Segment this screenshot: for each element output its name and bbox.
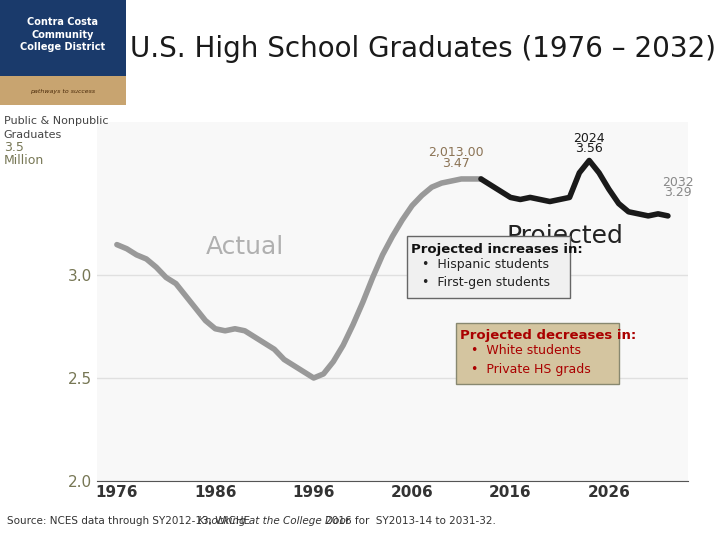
Text: Public & Nonpublic: Public & Nonpublic [4, 116, 108, 126]
Text: Projected decreases in:: Projected decreases in: [460, 329, 636, 342]
Text: Knocking at the College Door: Knocking at the College Door [197, 516, 350, 526]
Text: Projected: Projected [506, 225, 623, 248]
Text: •  Private HS grads: • Private HS grads [471, 363, 591, 376]
Text: U.S. High School Graduates (1976 – 2032): U.S. High School Graduates (1976 – 2032) [130, 35, 716, 63]
Bar [0, 0, 126, 76]
Text: 2,013.00: 2,013.00 [428, 146, 484, 159]
Bar [0, 76, 126, 105]
FancyBboxPatch shape [456, 322, 618, 384]
Text: 3.56: 3.56 [575, 143, 603, 156]
Text: 2032: 2032 [662, 176, 693, 189]
FancyBboxPatch shape [407, 237, 570, 298]
Text: •  First-gen students: • First-gen students [422, 276, 550, 289]
Text: 3.47: 3.47 [443, 157, 470, 170]
Text: Graduates: Graduates [4, 130, 62, 140]
Text: 2016 for  SY2013-14 to 2031-32.: 2016 for SY2013-14 to 2031-32. [322, 516, 495, 526]
Text: 3.29: 3.29 [664, 186, 692, 199]
Text: Million: Million [4, 154, 44, 167]
Text: •  Hispanic students: • Hispanic students [422, 258, 549, 271]
Text: Source: NCES data through SY2012-13, WICHE: Source: NCES data through SY2012-13, WIC… [7, 516, 253, 526]
Text: Actual: Actual [206, 235, 284, 259]
Text: •  White students: • White students [471, 344, 581, 357]
Text: 2024: 2024 [573, 132, 605, 145]
Text: pathways to success: pathways to success [30, 89, 96, 94]
Text: Contra Costa
Community
College District: Contra Costa Community College District [20, 17, 106, 52]
Text: 3.5: 3.5 [4, 141, 24, 154]
Text: Projected increases in:: Projected increases in: [411, 242, 583, 255]
